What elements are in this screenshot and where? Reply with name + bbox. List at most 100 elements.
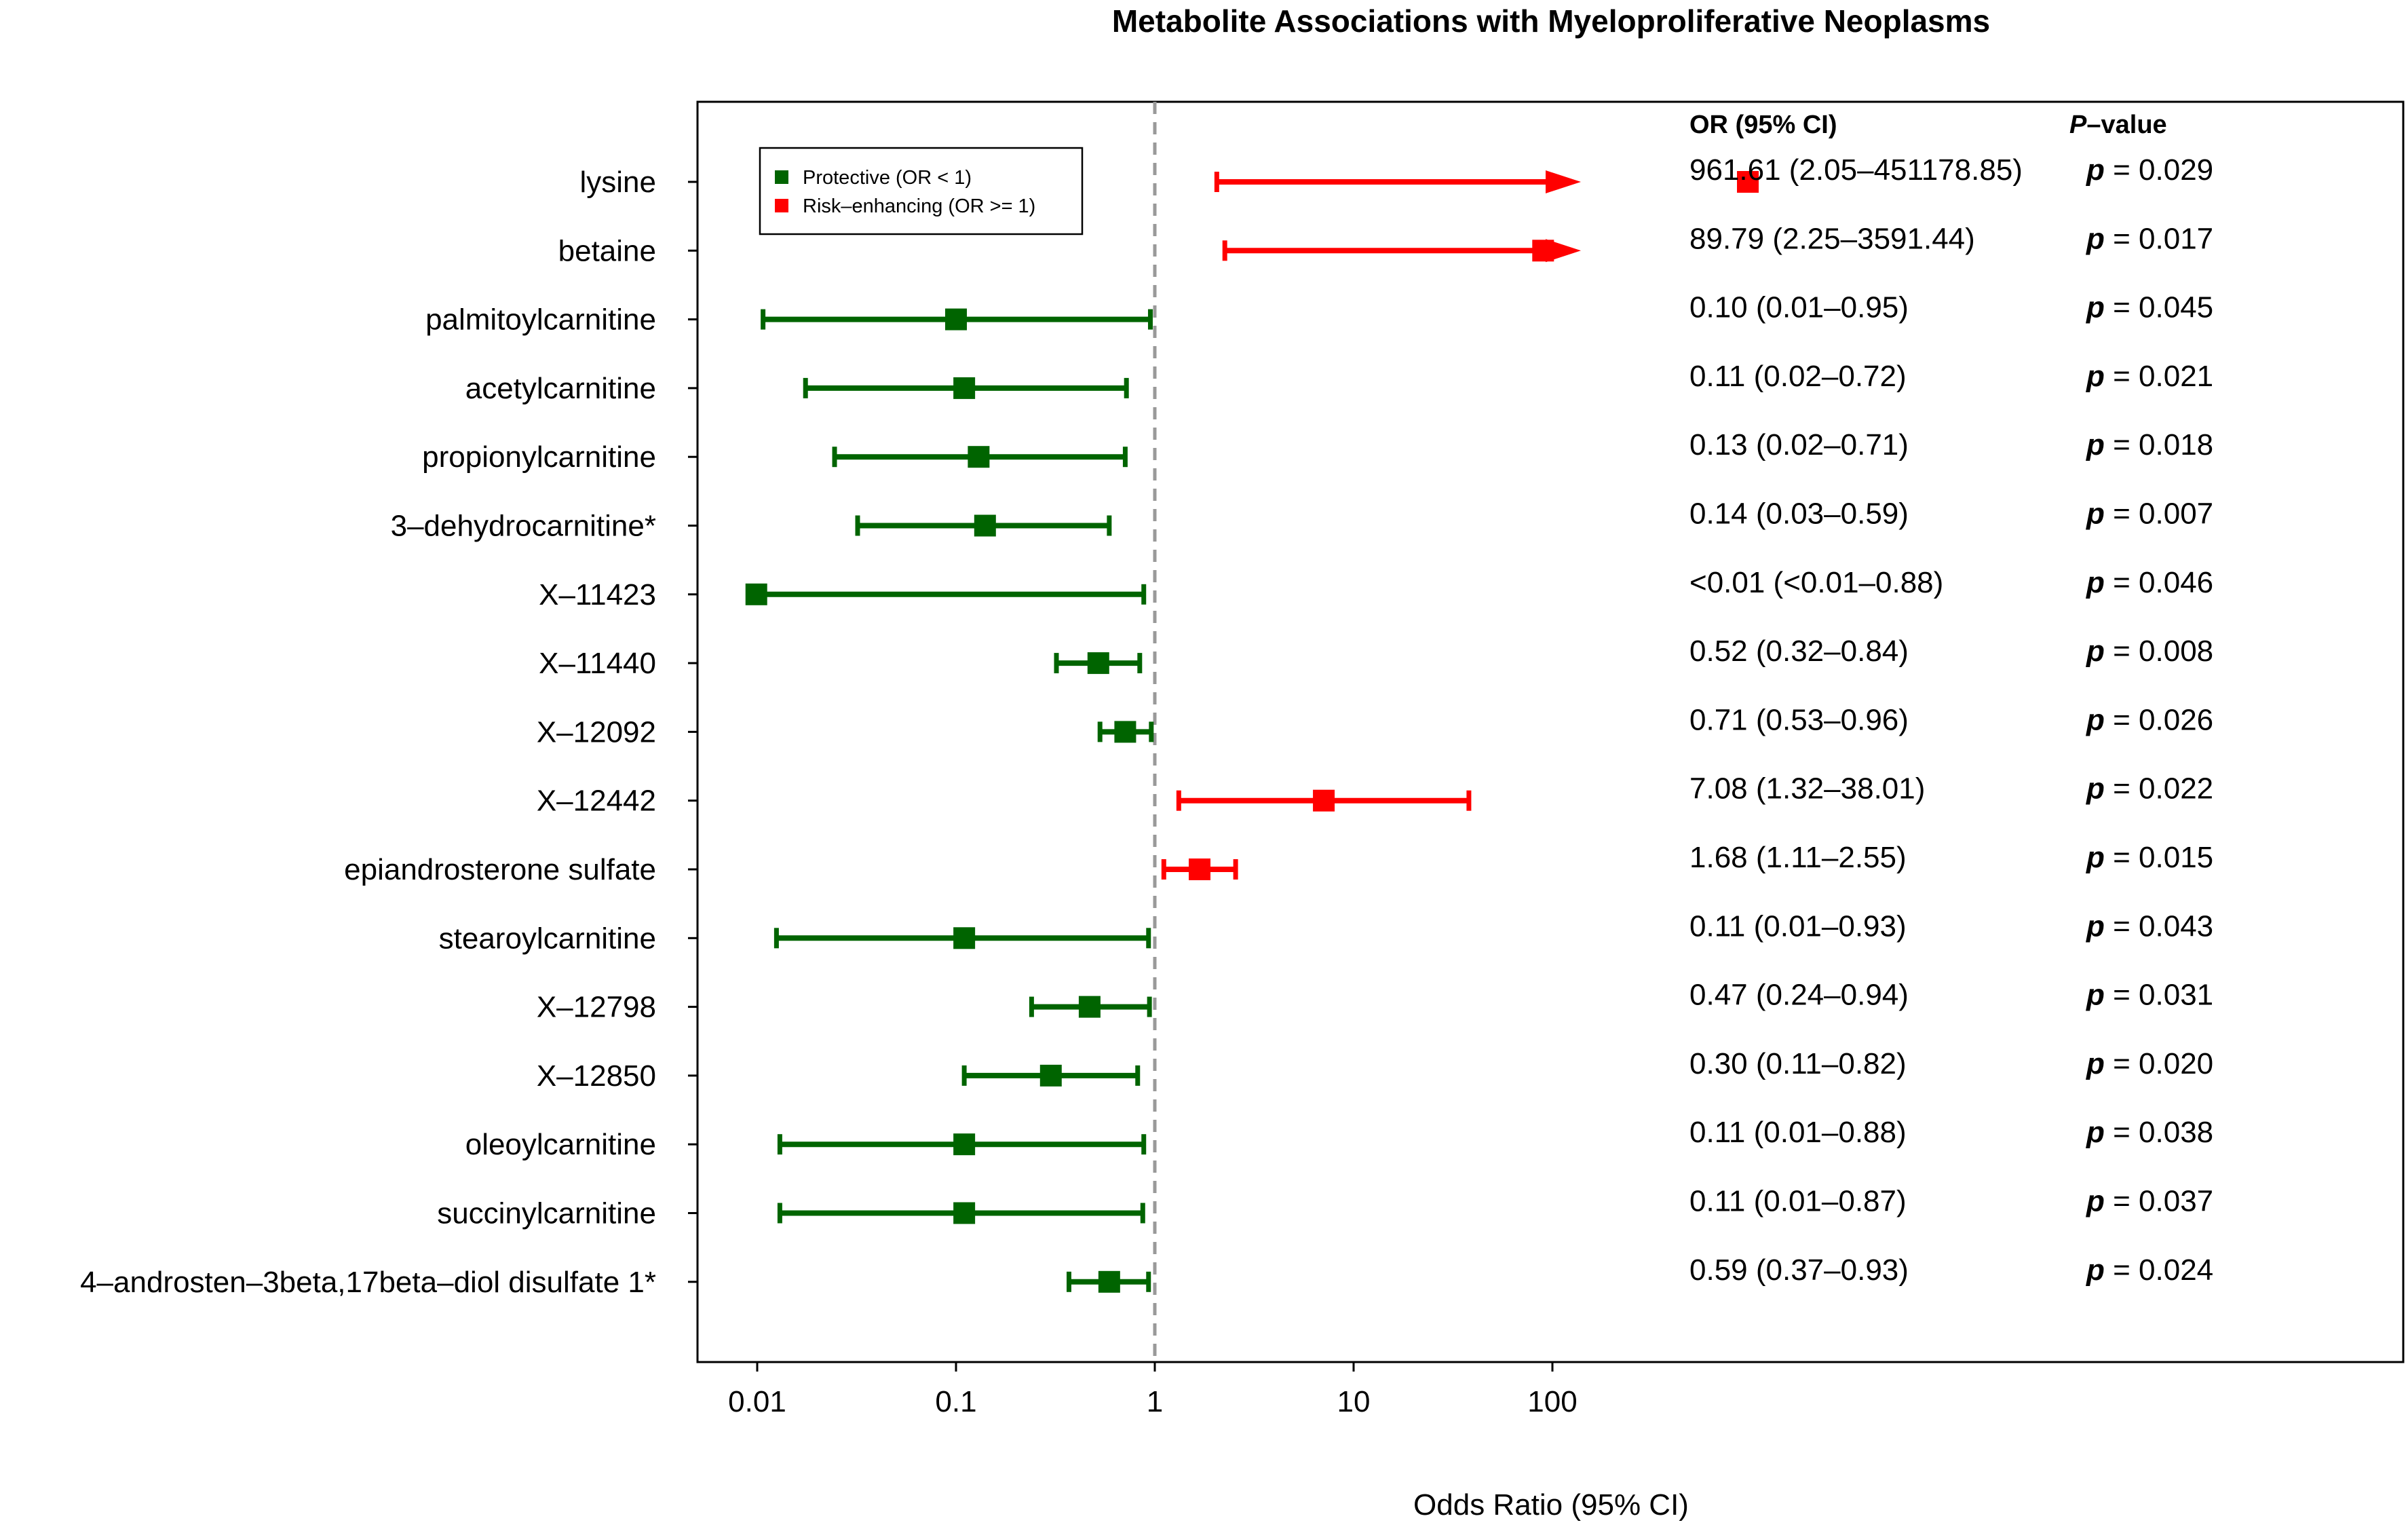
or-ci-text: 0.52 (0.32–0.84) [1689,635,1909,668]
forest-row: 3–dehydrocarnitine* 0.14 (0.03–0.59) p = 0… [391,497,2214,543]
legend-box [759,147,1084,235]
p-value: = 0.045 [2105,291,2213,324]
row-label: stearoylcarnitine [439,922,656,955]
p-value-text: p = 0.026 [2086,703,2213,736]
p-value: = 0.043 [2105,909,2213,943]
legend-label: Risk–enhancing (OR >= 1) [803,195,1035,217]
row-label: X–12442 [537,785,656,818]
legend-swatch [775,199,788,212]
point-estimate [1313,789,1335,812]
p-value: = 0.015 [2105,841,2213,874]
p-symbol: p [2086,566,2105,599]
ci-arrow [1546,239,1581,263]
p-value: = 0.026 [2105,703,2213,736]
forest-row: X–11423 <0.01 (<0.01–0.88) p = 0.046 [539,566,2213,611]
p-value: = 0.031 [2105,979,2213,1012]
point-estimate [953,377,976,399]
p-symbol: p [2086,772,2105,806]
row-label: betaine [558,234,656,267]
p-value-text: p = 0.029 [2086,153,2213,187]
row-label: X–12092 [537,715,656,749]
row-label: propionylcarnitine [422,440,656,474]
point-estimate [1087,652,1109,675]
p-value: = 0.037 [2105,1185,2213,1218]
p-value: = 0.008 [2105,635,2213,668]
p-value: = 0.024 [2105,1253,2213,1287]
p-value-text: p = 0.022 [2086,772,2213,806]
p-value: = 0.007 [2105,497,2213,531]
p-value-column-header: P–value [2069,111,2167,139]
p-value: = 0.018 [2105,428,2213,461]
x-tick-label: 0.01 [728,1385,786,1418]
p-value-text: p = 0.020 [2086,1047,2213,1080]
row-label: epiandrosterone sulfate [344,853,656,886]
point-estimate [1039,1064,1062,1087]
or-ci-text: 0.59 (0.37–0.93) [1689,1253,1909,1287]
p-value-text: p = 0.046 [2086,566,2213,599]
forest-row: stearoylcarnitine 0.11 (0.01–0.93) p = 0.0… [439,909,2214,955]
row-label: succinylcarnitine [437,1197,656,1230]
forest-row: X–12442 7.08 (1.32–38.01) p = 0.022 [537,772,2213,818]
or-ci-text: 0.11 (0.02–0.72) [1689,360,1907,393]
point-estimate [1078,996,1101,1018]
p-value-text: p = 0.017 [2086,222,2213,255]
point-estimate [745,583,767,605]
p-symbol: p [2086,1185,2105,1218]
point-estimate [974,514,996,537]
p-value: = 0.021 [2105,360,2213,393]
p-symbol: p [2086,909,2105,943]
p-value: = 0.029 [2105,153,2213,187]
p-symbol: p [2086,360,2105,393]
forest-row: acetylcarnitine 0.11 (0.02–0.72) p = 0.021 [465,360,2213,405]
forest-row: oleoylcarnitine 0.11 (0.01–0.88) p = 0.038 [465,1116,2213,1161]
point-estimate [953,1202,976,1224]
ci-arrow [1546,170,1581,193]
p-value-header-rest: –value [2086,111,2166,139]
p-value-text: p = 0.021 [2086,360,2213,393]
p-symbol: p [2086,1047,2105,1080]
chart-title: Metabolite Associations with Myeloprolif… [1112,3,1990,39]
or-ci-text: 0.10 (0.01–0.95) [1689,291,1909,324]
row-label: X–11440 [539,647,656,680]
p-value-text: p = 0.038 [2086,1116,2213,1149]
or-ci-text: 0.30 (0.11–0.82) [1689,1047,1907,1080]
or-ci-text: 0.11 (0.01–0.93) [1689,909,1907,943]
row-label: 3–dehydrocarnitine* [391,510,656,543]
p-value-text: p = 0.015 [2086,841,2213,874]
forest-row: lysine 961.61 (2.05–451178.85) p = 0.029 [580,153,2214,199]
x-tick-label: 10 [1337,1385,1371,1418]
p-symbol: p [2086,153,2105,187]
p-symbol: p [2086,428,2105,461]
x-tick-label: 1 [1147,1385,1163,1418]
or-column-header: OR (95% CI) [1689,111,1837,139]
p-symbol: p [2086,703,2105,736]
p-symbol: p [2086,635,2105,668]
forest-row: propionylcarnitine 0.13 (0.02–0.71) p = 0.… [422,428,2213,474]
p-value: = 0.020 [2105,1047,2213,1080]
p-symbol: p [2086,497,2105,531]
legend-label: Protective (OR < 1) [803,167,972,189]
p-symbol: p [2086,1116,2105,1149]
forest-row: 4–androsten–3beta,17beta–diol disulfate … [80,1253,2213,1299]
p-symbol: p [2086,222,2105,255]
point-estimate [953,927,976,949]
or-ci-text: 0.47 (0.24–0.94) [1689,979,1909,1012]
p-symbol: p [2086,1253,2105,1287]
legend-swatch [775,170,788,184]
point-estimate [953,1133,976,1156]
p-value-text: p = 0.037 [2086,1185,2213,1218]
forest-row: X–11440 0.52 (0.32–0.84) p = 0.008 [539,635,2213,680]
or-ci-text: 0.71 (0.53–0.96) [1689,703,1909,736]
point-estimate [1737,171,1759,193]
forest-row: X–12092 0.71 (0.53–0.96) p = 0.026 [537,703,2213,749]
forest-row: betaine 89.79 (2.25–3591.44) p = 0.017 [558,222,2214,267]
point-estimate [1189,858,1211,880]
p-value: = 0.046 [2105,566,2213,599]
p-value: = 0.022 [2105,772,2213,806]
p-value-text: p = 0.024 [2086,1253,2213,1287]
forest-row: X–12798 0.47 (0.24–0.94) p = 0.031 [537,979,2213,1024]
point-estimate [945,308,967,331]
row-label: lysine [580,166,657,199]
